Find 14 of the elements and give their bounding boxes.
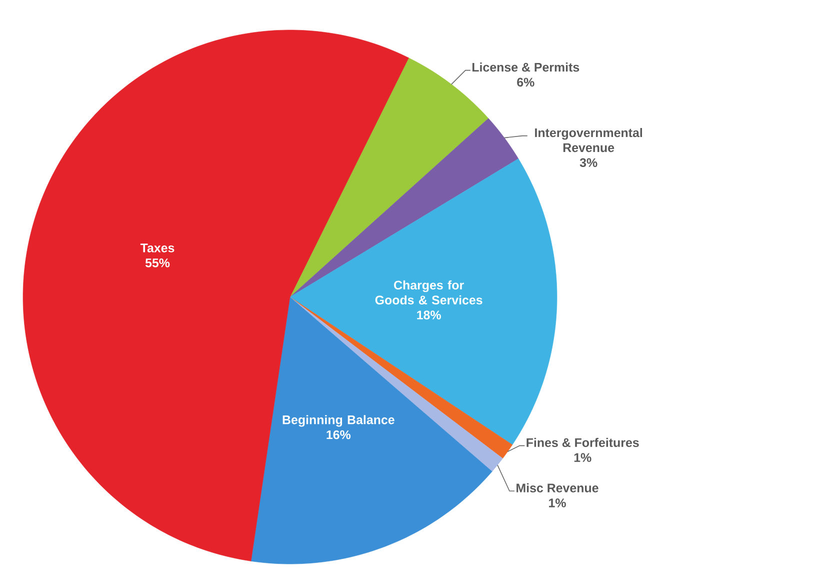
data-label: 16%	[326, 430, 351, 440]
slice-label: Intergovernmental Revenue	[535, 128, 642, 152]
slice-label: License & Permits	[472, 62, 580, 72]
slice-label: Taxes	[140, 244, 174, 252]
slice-label: Charges for Goods & Services	[375, 280, 482, 304]
data-label: 55%	[145, 258, 170, 268]
data-label: 6%	[517, 78, 534, 87]
data-label: 1%	[549, 498, 566, 508]
data-label: 1%	[574, 453, 592, 462]
data-label: 18%	[417, 310, 441, 320]
data-label: 3%	[580, 158, 598, 168]
slice-label: Misc Revenue	[516, 483, 598, 492]
slice-label: Beginning Balance	[282, 415, 394, 427]
slice-label: Fines & Forfeitures	[526, 438, 639, 448]
